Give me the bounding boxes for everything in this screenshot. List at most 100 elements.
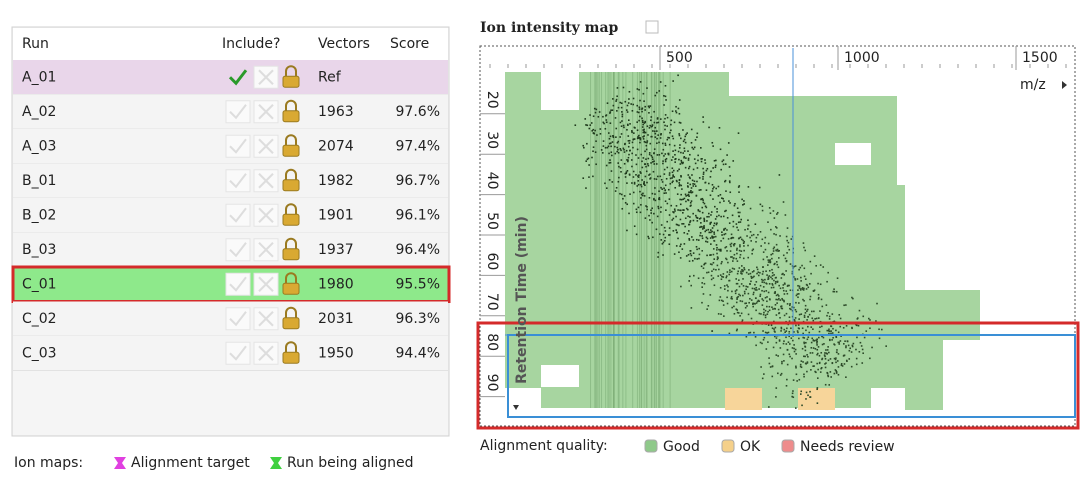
dot [679,218,682,221]
dot [799,363,802,366]
check-icon[interactable] [229,345,247,361]
dot [742,257,745,260]
dot [773,279,775,282]
dot [615,136,617,138]
dot [710,221,712,224]
dot [762,251,765,253]
streak [613,72,615,408]
include-box[interactable] [225,307,251,331]
dot [737,211,740,214]
dot [771,284,774,286]
lock-body[interactable] [282,213,300,226]
x-icon[interactable] [258,207,274,223]
lock-body[interactable] [282,144,300,157]
dot [630,103,632,105]
dot [623,126,625,129]
dot [665,157,668,160]
dot [721,197,723,199]
include-box[interactable] [225,272,251,296]
selection-box[interactable] [507,334,1076,418]
dot [631,165,633,168]
dot [707,271,710,274]
check-icon[interactable] [229,311,247,327]
include-box[interactable] [225,169,251,193]
dot [737,221,740,224]
dot [711,330,714,332]
run-name: C_03 [22,345,57,361]
dot [833,288,835,290]
dot [591,130,594,132]
include-box[interactable] [225,134,251,158]
dot [703,262,706,265]
dot [586,158,589,161]
dot [713,224,715,227]
check-icon[interactable] [229,276,247,292]
lock-body[interactable] [282,75,300,88]
x-icon[interactable] [258,345,274,361]
check-icon[interactable] [229,207,247,223]
streak [655,72,657,408]
dot [632,202,635,205]
dot [632,176,635,178]
dot [776,263,779,266]
dot [735,278,737,280]
x-icon[interactable] [258,242,274,258]
dot [839,325,842,328]
check-icon[interactable] [229,138,247,154]
dot [616,95,618,98]
x-icon[interactable] [258,173,274,189]
x-icon[interactable] [258,104,274,120]
include-box[interactable] [225,100,251,124]
expand-icon[interactable] [645,20,659,34]
dot [594,151,597,154]
dot [654,187,656,189]
dot [654,94,657,97]
dot [700,225,702,228]
dot [844,340,846,343]
include-box[interactable] [225,341,251,365]
dot [740,283,743,285]
dot [683,231,686,234]
lock-body[interactable] [282,110,300,123]
dot [615,98,618,101]
streak [608,72,610,408]
dot [665,192,667,194]
check-icon[interactable] [229,104,247,120]
include-box[interactable] [225,203,251,227]
dot [767,276,770,279]
dot [658,198,661,201]
dot [708,126,710,129]
dot [680,193,682,196]
lock-body[interactable] [282,351,300,364]
cell [541,110,579,408]
dot [774,326,777,329]
x-icon[interactable] [258,138,274,154]
lock-body[interactable] [282,282,300,295]
x-icon[interactable] [258,276,274,292]
lock-body[interactable] [282,317,300,330]
dot [759,271,761,274]
streak [658,72,660,408]
lock-body[interactable] [282,248,300,261]
dot [743,249,745,252]
dot [682,211,684,214]
dot [775,387,778,389]
dot [806,308,809,311]
check-icon[interactable] [228,69,248,86]
dot [669,182,672,185]
dot [749,331,752,334]
lock-body[interactable] [282,179,300,192]
dot [828,338,831,341]
dot [763,373,765,375]
dot [744,228,746,231]
dot [636,121,638,123]
dot [798,318,800,320]
x-icon[interactable] [258,311,274,327]
dot [659,233,661,235]
dot [711,183,714,186]
include-box[interactable] [225,238,251,262]
x-icon[interactable] [258,69,274,85]
check-icon[interactable] [229,173,247,189]
check-icon[interactable] [229,242,247,258]
dot [783,328,786,331]
